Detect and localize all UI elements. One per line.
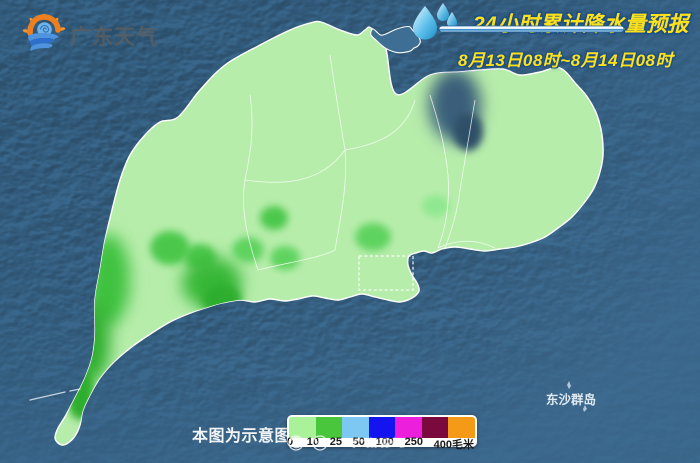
svg-text:东沙群岛: 东沙群岛 [546, 392, 596, 407]
svg-text:@: @ [316, 439, 324, 448]
